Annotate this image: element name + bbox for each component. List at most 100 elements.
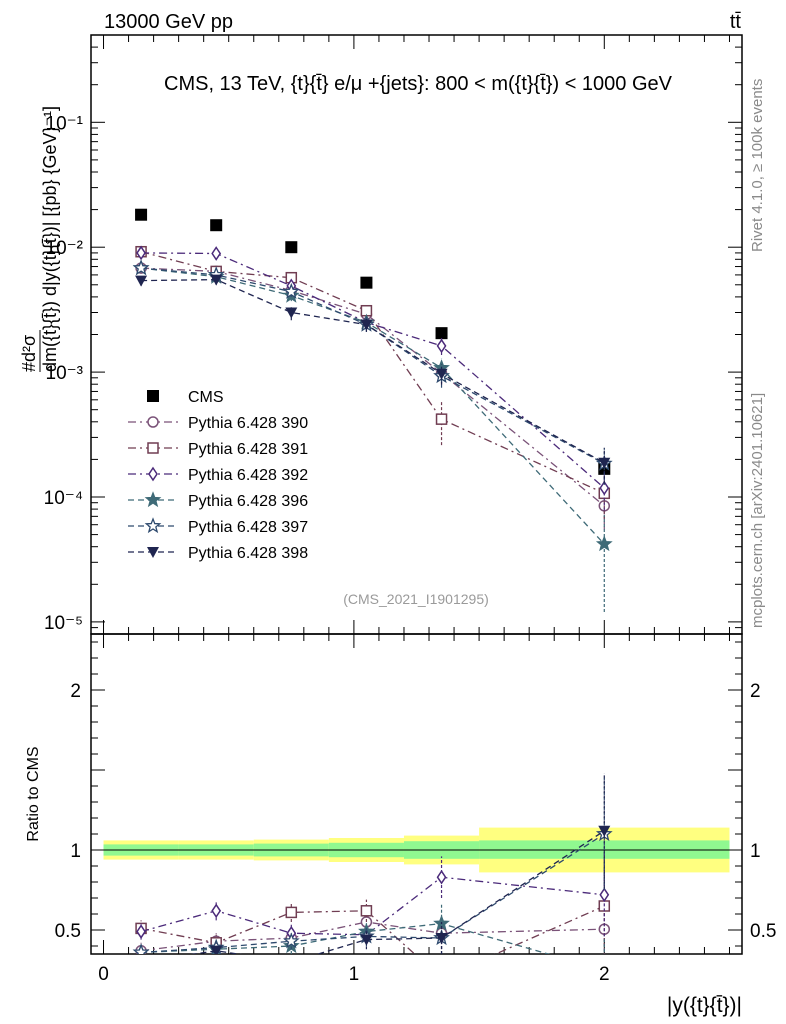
legend-entry: Pythia 6.428 398 (128, 545, 308, 562)
data-point (436, 338, 447, 354)
data-point (598, 457, 611, 469)
header-left: 13000 GeV pp (104, 11, 233, 33)
legend-label: Pythia 6.428 390 (188, 415, 308, 432)
ratio-point (435, 933, 448, 944)
main-ylabel: #d²σ dm({t}{t̄}) d|y({t}{t̄})| [{pb} {Ge… (19, 106, 60, 372)
ratio-point (211, 903, 222, 919)
mcplots-label: mcplots.cern.ch [arXiv:2401.10621] (749, 393, 766, 628)
ratio-point (360, 934, 373, 946)
ratio-ytick-label-left: 0.5 (55, 921, 81, 942)
ratio-xlabel: |y({t}{t̄})| (667, 994, 742, 1017)
ratio-point (437, 973, 447, 983)
header-right: tt̄ (730, 11, 742, 33)
ratio-point (282, 932, 300, 949)
legend: CMS Pythia 6.428 390 Pythia 6.428 391 Pythi… (128, 389, 308, 562)
ratio-point (598, 825, 611, 837)
legend-label: Pythia 6.428 397 (188, 519, 308, 536)
data-point (599, 480, 610, 496)
legend-marker (147, 390, 159, 402)
ratio-series-3 (132, 904, 605, 954)
ratio-point (599, 887, 610, 903)
main-ytick-label: 10⁻² (46, 238, 84, 259)
legend-entry: Pythia 6.428 391 (128, 441, 308, 458)
ratio-ytick-label-left: 1 (70, 841, 81, 862)
ratio-line (141, 921, 605, 952)
ratio-ytick-label-right: 2 (750, 681, 761, 702)
ratio-line (140, 876, 605, 936)
data-point (136, 245, 146, 261)
ratio-series (132, 773, 613, 983)
main-ytick-label: 10⁻⁴ (44, 488, 83, 509)
main-ylabel-denominator: dm({t}{t̄}) d|y({t}{t̄})| [{pb} {GeV}⁻¹] (40, 106, 60, 372)
legend-entry: Pythia 6.428 392 (128, 466, 308, 484)
legend-label: Pythia 6.428 391 (188, 441, 308, 458)
ratio-ytick-label-left: 2 (70, 681, 81, 702)
ratio-series-5 (135, 773, 611, 968)
ratio-bands (103, 827, 730, 873)
legend-marker (147, 547, 159, 558)
ratio-ytick-label-right: 1 (750, 841, 761, 862)
legend-marker (147, 442, 159, 454)
legend-label: Pythia 6.428 392 (188, 467, 308, 484)
main-axes: 10⁻⁵ 10⁻⁴ 10⁻³ 10⁻² 10⁻¹ (44, 34, 742, 635)
main-ytick-label: 10⁻³ (46, 363, 84, 384)
ratio-point (136, 924, 146, 939)
main-series (132, 208, 613, 613)
legend-marker (147, 416, 159, 428)
ratio-panel-frame (90, 633, 743, 955)
series-line (141, 267, 605, 507)
legend-entry: Pythia 6.428 390 (128, 415, 308, 432)
data-point (435, 413, 448, 425)
data-point (360, 319, 373, 331)
ratio-point (135, 957, 147, 968)
data-point (132, 259, 150, 276)
data-point (285, 241, 298, 254)
legend-entry: CMS (147, 389, 224, 406)
main-ylabel-numerator: #d²σ (19, 335, 39, 372)
ratio-point (285, 957, 297, 968)
legend-label: Pythia 6.428 398 (188, 545, 308, 562)
data-point (435, 327, 448, 340)
data-point (210, 274, 223, 286)
ratio-line (141, 922, 551, 954)
data-point (285, 307, 298, 319)
ratio-ytick-label-right: 0.5 (750, 921, 776, 942)
data-point (435, 368, 448, 380)
data-point (135, 275, 148, 287)
ratio-xtick-label: 2 (599, 964, 610, 985)
series-line (141, 267, 605, 545)
ratio-axes: 0.5 0.5 1 1 2 2 0 1 2 (55, 634, 776, 985)
ratio-xtick-label: 1 (349, 964, 360, 985)
ratio-line (141, 833, 605, 954)
main-ytick-label: 10⁻⁵ (44, 613, 83, 634)
data-point (595, 535, 613, 552)
series-6 (135, 274, 611, 484)
ratio-xtick-label: 0 (98, 964, 109, 985)
legend-entry: Pythia 6.428 397 (128, 517, 308, 536)
data-point (360, 276, 373, 289)
series-0 (135, 208, 611, 475)
legend-marker (144, 491, 162, 508)
ratio-point (360, 905, 373, 917)
ratio-series-1 (135, 866, 611, 983)
legend-label: Pythia 6.428 396 (188, 493, 308, 510)
rivet-label: Rivet 4.1.0, ≥ 100k events (749, 79, 766, 252)
ratio-point (132, 943, 150, 954)
main-title: CMS, 13 TeV, {t}{t̄} e/μ +{jets}: 800 < … (164, 73, 673, 95)
legend-marker (144, 517, 162, 534)
data-point (210, 219, 223, 232)
data-point (211, 246, 222, 261)
data-point (135, 208, 148, 221)
series-line (140, 251, 605, 494)
ratio-ylabel: Ratio to CMS (25, 746, 42, 841)
legend-entry: Pythia 6.428 396 (128, 491, 308, 510)
series-line (141, 278, 605, 464)
ratio-point (285, 906, 298, 919)
legend-label: CMS (188, 389, 224, 406)
series-line (141, 252, 605, 489)
ratio-point (210, 945, 223, 954)
legend-marker (148, 466, 158, 482)
main-ytick-label: 10⁻¹ (46, 113, 84, 134)
ratio-line (190, 830, 605, 954)
